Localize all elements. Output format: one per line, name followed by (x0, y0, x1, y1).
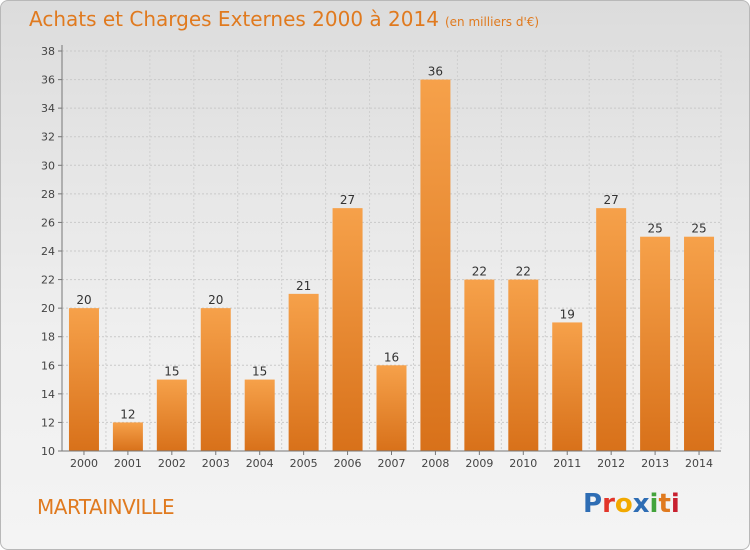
bar (596, 208, 627, 451)
commune-name: MARTAINVILLE (37, 495, 175, 519)
x-tick-label: 2005 (290, 457, 318, 470)
bar (508, 279, 539, 451)
data-label: 19 (560, 307, 575, 321)
x-tick-label: 2009 (465, 457, 493, 470)
bar (112, 422, 143, 451)
bar (684, 236, 715, 451)
y-tick-label: 18 (41, 331, 55, 344)
data-label: 25 (691, 222, 706, 236)
title-text: Achats et Charges Externes 2000 à 2014 (29, 7, 439, 31)
y-tick-label: 32 (41, 131, 55, 144)
bar (464, 279, 495, 451)
y-tick-label: 14 (41, 388, 55, 401)
bar (552, 322, 583, 451)
x-tick-label: 2010 (509, 457, 537, 470)
data-label: 15 (164, 365, 179, 379)
data-label: 16 (384, 350, 399, 364)
y-tick-label: 26 (41, 216, 55, 229)
x-tick-label: 2002 (158, 457, 186, 470)
x-tick-label: 2003 (202, 457, 230, 470)
x-tick-label: 2000 (70, 457, 98, 470)
data-label: 27 (340, 193, 355, 207)
y-tick-label: 16 (41, 359, 55, 372)
y-tick-label: 30 (41, 159, 55, 172)
y-tick-label: 34 (41, 102, 55, 115)
x-tick-label: 2004 (246, 457, 274, 470)
data-label: 20 (76, 293, 91, 307)
x-tick-label: 2013 (641, 457, 669, 470)
chart-title: Achats et Charges Externes 2000 à 2014 (e… (29, 7, 539, 31)
bar (420, 79, 451, 452)
y-tick-label: 22 (41, 274, 55, 287)
bar (68, 308, 99, 451)
bar (332, 208, 363, 451)
y-tick-label: 10 (41, 445, 55, 458)
x-tick-label: 2014 (685, 457, 713, 470)
bar (200, 308, 231, 451)
y-tick-label: 28 (41, 188, 55, 201)
title-unit: (en milliers d'€) (444, 15, 540, 29)
y-tick-label: 24 (41, 245, 55, 258)
y-tick-label: 20 (41, 302, 55, 315)
data-label: 22 (472, 265, 487, 279)
data-label: 21 (296, 279, 311, 293)
x-tick-label: 2012 (597, 457, 625, 470)
data-label: 15 (252, 365, 267, 379)
bars: 20 12 15 20 15 21 27 16 36 22 22 19 27 25 25 (68, 65, 715, 452)
bar (640, 236, 671, 451)
data-label: 36 (428, 65, 443, 79)
x-tick-label: 2008 (421, 457, 449, 470)
bar (244, 379, 275, 451)
bar (156, 379, 187, 451)
data-label: 20 (208, 293, 223, 307)
proxiti-logo[interactable]: Proxiti (583, 489, 680, 519)
x-tick-label: 2001 (114, 457, 142, 470)
x-tick-label: 2011 (553, 457, 581, 470)
y-tick-label: 38 (41, 45, 55, 58)
data-label: 12 (120, 407, 135, 421)
data-label: 27 (604, 193, 619, 207)
bar (288, 293, 319, 451)
y-tick-label: 12 (41, 416, 55, 429)
x-tick-label: 2007 (378, 457, 406, 470)
data-label: 22 (516, 265, 531, 279)
bar (376, 365, 407, 451)
axes: 10 12 14 16 18 20 22 24 26 28 30 32 34 36 38 2000 2001 20… (41, 45, 721, 470)
x-tick-label: 2006 (334, 457, 362, 470)
data-label: 25 (647, 222, 662, 236)
y-tick-label: 36 (41, 74, 55, 87)
